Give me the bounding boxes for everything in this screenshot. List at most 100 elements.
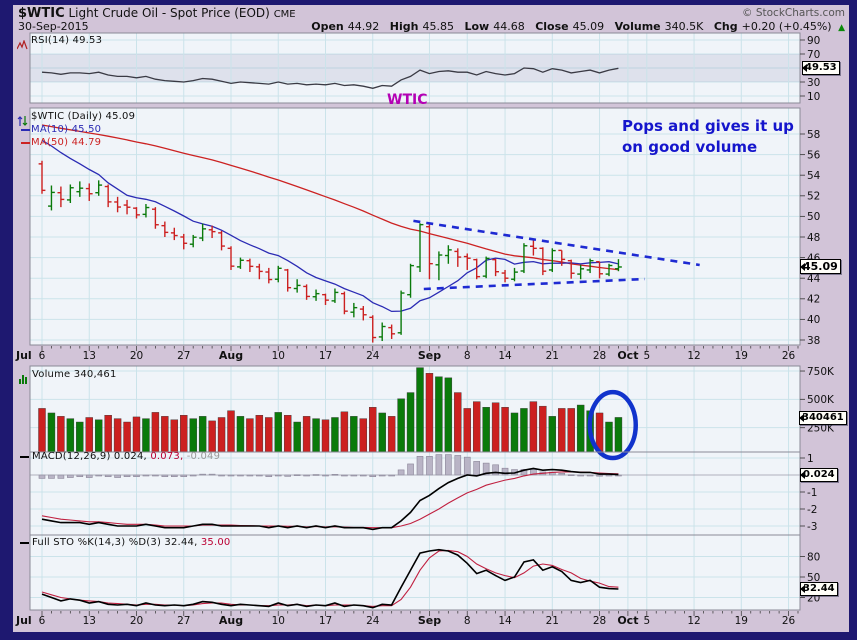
svg-text:27: 27 [177,350,190,362]
rsi-indicator-icon [16,36,28,55]
svg-text:Jul: Jul [15,614,32,627]
svg-text:28: 28 [593,615,606,627]
svg-text:54: 54 [807,170,821,182]
annotation-note-line1: Pops and gives it up [622,117,794,135]
svg-text:26: 26 [782,615,796,627]
svg-text:6: 6 [39,350,46,362]
sto-legend-swatch [20,542,29,544]
svg-text:50: 50 [807,572,820,584]
svg-text:26: 26 [782,350,796,362]
chg-label: Chg [713,20,738,33]
svg-text:Oct: Oct [617,614,638,627]
svg-text:90: 90 [807,35,820,47]
chg-value: +0.20 (+0.45%) [741,20,832,33]
svg-text:27: 27 [177,615,190,627]
volume-panel-label: Volume 340,461 [32,369,117,380]
svg-text:500K: 500K [807,394,835,406]
price-label: $WTIC (Daily) 45.09 [31,111,136,122]
svg-text:17: 17 [319,615,332,627]
svg-text:-1: -1 [807,487,817,499]
svg-text:750K: 750K [807,366,835,378]
chart-title: $WTIC Light Crude Oil - Spot Price (EOD)… [18,6,296,21]
svg-text:Oct: Oct [617,349,638,362]
sto-k-value: Full STO %K(14,3) %D(3) 32.44, [32,537,198,548]
svg-text:24: 24 [366,615,380,627]
svg-text:-3: -3 [807,521,817,533]
low-value: 44.68 [493,20,525,33]
quote-line: Open 44.92 High 45.85 Low 44.68 Close 45.09 … [304,20,845,33]
svg-text:24: 24 [366,350,380,362]
svg-text:Sep: Sep [418,614,441,627]
svg-text:8: 8 [464,350,471,362]
exchange: CME [273,9,296,20]
svg-text:48: 48 [807,232,820,244]
svg-text:14: 14 [498,350,512,362]
svg-text:5: 5 [643,350,650,362]
svg-text:40: 40 [807,314,820,326]
annotation-note: Pops and gives it up on good volume [622,116,794,158]
close-value: 45.09 [572,20,605,33]
ma10-label: MA(10) 45.50 [31,124,102,135]
volume-last-value-box: 340461 [798,411,847,425]
sto-last-value-box: 32.44 [800,582,838,596]
macd-label: MACD(12,26,9) 0.024, 0.073, -0.049 [32,451,220,462]
volume-value: 340.5K [664,20,704,33]
svg-text:28: 28 [593,350,606,362]
ma10-legend-swatch [21,129,30,131]
svg-text:56: 56 [807,149,821,161]
svg-text:Jul: Jul [15,349,32,362]
svg-text:80: 80 [807,551,820,563]
rsi-label: RSI(14) 49.53 [31,35,103,46]
open-value: 44.92 [347,20,380,33]
high-value: 45.85 [422,20,454,33]
chart-date: 30-Sep-2015 [18,20,89,33]
svg-text:21: 21 [546,350,559,362]
svg-text:Aug: Aug [219,349,243,362]
volume-bars-icon [18,369,29,388]
macd-value: MACD(12,26,9) 0.024, [32,451,147,462]
svg-text:44: 44 [807,273,821,285]
svg-text:-2: -2 [807,504,817,516]
svg-text:17: 17 [319,350,332,362]
open-label: Open [311,20,344,33]
svg-text:38: 38 [807,335,820,347]
sto-d-value: 35.00 [197,537,231,548]
svg-text:6: 6 [39,615,46,627]
instrument-name: Light Crude Oil - Spot Price (EOD) [68,6,270,20]
high-label: High [389,20,419,33]
svg-text:14: 14 [498,615,512,627]
macd-legend-swatch [20,456,29,458]
svg-text:19: 19 [735,615,748,627]
sto-label: Full STO %K(14,3) %D(3) 32.44, 35.00 [32,537,230,548]
svg-text:Sep: Sep [418,349,441,362]
ma50-label: MA(50) 44.79 [31,137,102,148]
volume-label: Volume [614,20,661,33]
svg-text:13: 13 [83,615,96,627]
close-label: Close [535,20,569,33]
svg-text:20: 20 [130,350,143,362]
price-arrows-icon [17,112,28,131]
svg-text:20: 20 [130,615,143,627]
svg-text:30: 30 [807,77,820,89]
svg-text:250K: 250K [807,422,835,434]
macd-last-value-box: 0.024 [800,468,838,482]
up-arrow-icon: ▲ [838,23,845,33]
svg-text:8: 8 [464,615,471,627]
svg-text:1: 1 [807,453,814,465]
svg-text:70: 70 [807,49,820,61]
svg-text:12: 12 [687,350,700,362]
svg-text:13: 13 [83,350,96,362]
price-bars [38,160,622,343]
svg-text:5: 5 [643,615,650,627]
low-label: Low [464,20,490,33]
macd-signal-value: 0.073, [146,451,184,462]
svg-text:58: 58 [807,129,820,141]
rsi-last-value-box: 49.53 [802,61,840,75]
svg-text:12: 12 [687,615,700,627]
macd-hist-value: -0.049 [183,451,221,462]
price-last-value-box: 45.09 [800,259,841,274]
svg-text:42: 42 [807,294,820,306]
symbol: $WTIC [18,6,65,21]
